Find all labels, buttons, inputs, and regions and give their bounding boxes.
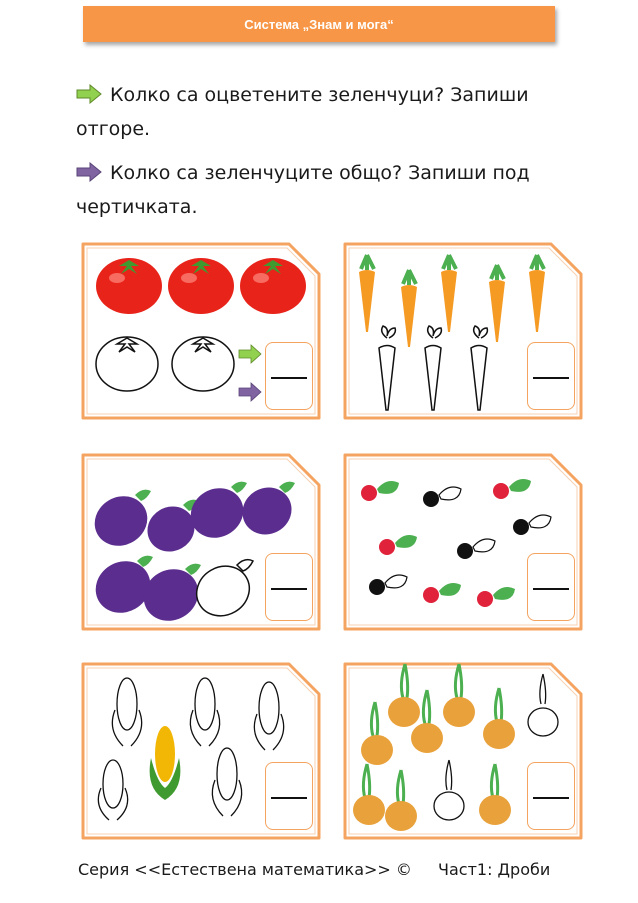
onion-icon: [361, 701, 393, 765]
answer-line: [533, 588, 569, 590]
card-radishes: [341, 451, 585, 633]
radish-outline-icon: [369, 574, 408, 595]
tomato-icon: [168, 258, 234, 314]
answer-box[interactable]: [265, 553, 313, 621]
footer-part: Част1: Дроби: [438, 860, 551, 879]
corn-outline-icon: [97, 759, 129, 821]
instruction-text: Колко са оцветените зеленчуци? Запиши от…: [76, 84, 529, 140]
eggplant-icon: [143, 563, 201, 621]
onion-icon: [388, 663, 420, 727]
onion-icon: [353, 763, 385, 825]
onion-icon: [443, 663, 475, 727]
card-eggplants: [79, 451, 323, 633]
card-corn: [79, 660, 323, 842]
onion-icon: [483, 687, 515, 749]
corn-outline-icon: [111, 677, 143, 747]
radish-icon: [477, 587, 515, 607]
answer-line: [533, 377, 569, 379]
onion-outline-icon: [527, 673, 559, 737]
eggplant-icon: [94, 489, 151, 546]
radish-outline-icon: [423, 486, 462, 507]
answer-box[interactable]: [527, 342, 575, 410]
eggplant-icon: [190, 481, 247, 538]
corn-icon: [149, 726, 181, 800]
eggplant-icon: [95, 555, 153, 613]
carrot-icon: [359, 254, 376, 332]
radish-icon: [493, 479, 531, 499]
answer-line: [533, 797, 569, 799]
answer-line: [271, 377, 307, 379]
corn-outline-icon: [211, 747, 243, 817]
tomato-icon: [240, 258, 306, 314]
tomato-outline-icon: [95, 336, 159, 392]
carrot-icon: [401, 269, 418, 347]
radish-outline-icon: [457, 538, 496, 559]
arrow-right-green-icon: [76, 84, 102, 104]
footer-series: Серия <<Естествена математика>> ©: [78, 860, 412, 879]
corn-outline-icon: [189, 677, 221, 747]
carrot-outline-icon: [378, 325, 397, 411]
tomato-icon: [96, 258, 162, 314]
card-carrots: [341, 240, 585, 422]
corn-outline-icon: [253, 681, 285, 751]
arrow-right-purple-icon: [238, 382, 262, 402]
carrot-icon: [489, 264, 506, 342]
answer-box[interactable]: [527, 553, 575, 621]
radish-icon: [379, 535, 417, 555]
tomato-outline-icon: [171, 336, 235, 392]
card-tomatoes: [79, 240, 323, 422]
eggplant-icon: [242, 481, 295, 535]
answer-box[interactable]: [265, 762, 313, 830]
onion-icon: [479, 763, 511, 825]
arrow-right-purple-icon: [76, 162, 102, 182]
header-title: Система „Знам и мога“: [244, 16, 394, 32]
radish-icon: [361, 481, 399, 501]
answer-box[interactable]: [527, 762, 575, 830]
card-onions: [341, 660, 585, 842]
answer-line: [271, 797, 307, 799]
instruction-total: Колко са зеленчуците общо? Запиши под че…: [76, 156, 576, 224]
carrot-icon: [441, 254, 458, 332]
radish-outline-icon: [513, 514, 552, 535]
answer-box[interactable]: [265, 342, 313, 410]
carrot-icon: [529, 254, 546, 332]
onion-icon: [411, 689, 443, 753]
onion-outline-icon: [433, 759, 465, 821]
answer-line: [271, 588, 307, 590]
onion-icon: [385, 769, 417, 831]
header-banner: Система „Знам и мога“: [83, 6, 555, 42]
instruction-colored: Колко са оцветените зеленчуци? Запиши от…: [76, 78, 576, 146]
eggplant-outline-icon: [195, 558, 255, 617]
carrot-outline-icon: [470, 325, 489, 411]
radish-icon: [423, 583, 461, 603]
arrow-right-green-icon: [238, 344, 262, 364]
carrot-outline-icon: [424, 325, 443, 411]
instruction-text: Колко са зеленчуците общо? Запиши под че…: [76, 162, 530, 218]
